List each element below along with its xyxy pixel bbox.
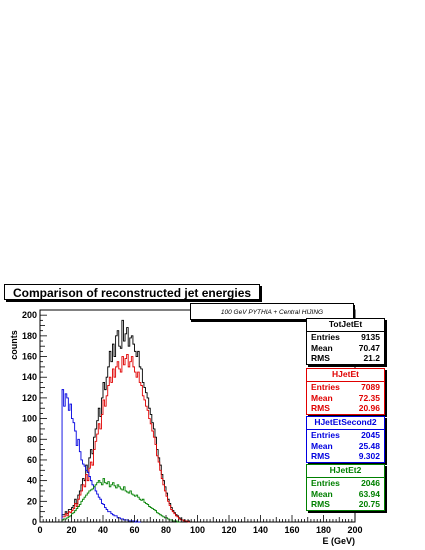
stat-label: RMS	[311, 451, 330, 461]
y-tick-label: 200	[22, 310, 37, 320]
y-tick-label: 100	[22, 414, 37, 424]
x-tick-label: 80	[161, 525, 171, 535]
y-tick-label: 120	[22, 393, 37, 403]
y-tick-label: 0	[32, 517, 37, 527]
y-tick-label: 80	[27, 434, 37, 444]
series-totjetet-line	[61, 319, 191, 522]
stat-label: RMS	[311, 499, 330, 509]
stat-label: Mean	[311, 342, 333, 353]
stats-box-hjetetsecond2: HJetEtSecond2 Entries 2045 Mean 25.48 RMS 9…	[306, 416, 385, 463]
y-tick-label: 180	[22, 331, 37, 341]
stat-mean: 70.47	[358, 342, 380, 353]
stat-label: Entries	[311, 332, 340, 342]
series-hjetetsecond2-line	[61, 389, 141, 523]
y-tick-label: 60	[27, 455, 37, 465]
y-tick-label: 160	[22, 352, 37, 362]
x-tick-label: 0	[37, 525, 42, 535]
series-hjetet-line	[61, 354, 190, 523]
series-layer	[61, 319, 191, 523]
y-axis-label: counts	[9, 330, 19, 360]
x-tick-label: 200	[347, 525, 362, 535]
stats-title: HJetEt2	[307, 465, 384, 478]
stat-entries: 7089	[361, 382, 380, 392]
stat-rms: 20.75	[358, 499, 380, 509]
stat-label: RMS	[311, 403, 330, 413]
x-tick-label: 20	[66, 525, 76, 535]
chart-subtitle: 100 GeV PYTHIA + Central HIJING	[190, 303, 354, 320]
stat-mean: 25.48	[358, 440, 380, 451]
x-tick-label: 160	[284, 525, 299, 535]
stats-title: TotJetEt	[307, 319, 384, 332]
stat-entries: 9135	[361, 332, 380, 342]
x-tick-label: 40	[98, 525, 108, 535]
x-tick-label: 180	[316, 525, 331, 535]
stats-box-totjetet: TotJetEt Entries 9135 Mean 70.47 RMS 21.2	[306, 318, 385, 365]
stat-label: Entries	[311, 430, 340, 440]
y-tick-label: 40	[27, 476, 37, 486]
stat-rms: 9.302	[358, 451, 380, 461]
y-tick-label: 140	[22, 372, 37, 382]
stat-label: Entries	[311, 478, 340, 488]
x-tick-label: 60	[129, 525, 139, 535]
axes-layer: 0 20 40 60 80 100 120 140 160 180 200 0 20 40 60 80 100 1…	[22, 310, 363, 535]
stat-label: Entries	[311, 382, 340, 392]
chart-title: Comparison of reconstructed jet energies	[4, 284, 260, 300]
stat-mean: 72.35	[358, 392, 380, 403]
stats-box-hjetet: HJetEt Entries 7089 Mean 72.35 RMS 20.96	[306, 368, 385, 415]
x-axis-label: E (GeV)	[322, 536, 355, 546]
x-tick-label: 100	[190, 525, 205, 535]
x-tick-label: 120	[221, 525, 236, 535]
stats-box-hjetet2: HJetEt2 Entries 2046 Mean 63.94 RMS 20.75	[306, 464, 385, 511]
stat-label: Mean	[311, 392, 333, 403]
stat-mean: 63.94	[358, 488, 380, 499]
stat-label: RMS	[311, 353, 330, 363]
stats-title: HJetEtSecond2	[307, 417, 384, 430]
stats-title: HJetEt	[307, 369, 384, 382]
series-hjetet2-line	[61, 478, 181, 523]
stat-label: Mean	[311, 440, 333, 451]
x-tick-label: 140	[253, 525, 268, 535]
stat-label: Mean	[311, 488, 333, 499]
stat-rms: 20.96	[358, 403, 380, 413]
y-tick-label: 20	[27, 496, 37, 506]
stat-entries: 2046	[361, 478, 380, 488]
stat-entries: 2045	[361, 430, 380, 440]
stat-rms: 21.2	[363, 353, 380, 363]
